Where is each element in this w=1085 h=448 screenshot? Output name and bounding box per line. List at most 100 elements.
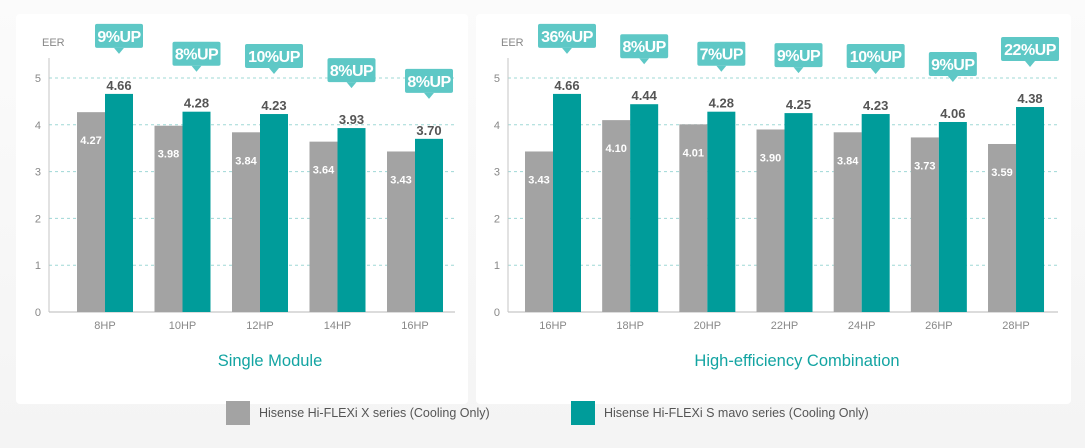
bar-x-series <box>988 143 1017 312</box>
y-tick-label: 5 <box>494 73 500 85</box>
x-tick-label: 24HP <box>848 320 876 332</box>
legend-swatch-x-series <box>226 401 250 425</box>
bar-s-mavo-series <box>707 111 736 312</box>
increase-badge-label: 36%UP <box>541 29 594 46</box>
increase-badge-pointer <box>947 75 958 82</box>
data-label-s-mavo-series: 4.23 <box>863 98 888 113</box>
y-tick-label: 1 <box>35 260 41 272</box>
data-label-s-mavo-series: 4.38 <box>1017 91 1042 106</box>
data-label-x-series: 3.84 <box>837 155 859 167</box>
bar-x-series <box>232 132 260 312</box>
bar-x-series <box>602 120 631 313</box>
data-label-x-series: 3.59 <box>991 167 1012 179</box>
x-tick-label: 16HP <box>539 320 567 332</box>
increase-badge-pointer <box>424 92 434 99</box>
increase-badge <box>327 58 376 83</box>
increase-badge-label: 8%UP <box>175 47 219 64</box>
y-tick-label: 4 <box>494 120 500 132</box>
bar-x-series <box>833 132 862 312</box>
legend: Hisense Hi-FLEXi X series (Cooling Only)… <box>0 398 1085 428</box>
data-label-x-series: 3.43 <box>390 174 411 186</box>
bar-s-mavo-series <box>337 128 366 312</box>
x-tick-label: 22HP <box>771 320 799 332</box>
increase-badge-pointer <box>716 65 727 72</box>
increase-badge <box>172 41 221 66</box>
x-tick-label: 8HP <box>94 320 115 332</box>
increase-badge <box>95 23 143 48</box>
bar-s-mavo-series <box>182 111 211 312</box>
legend-item-s-mavo-series: Hisense Hi-FLEXi S mavo series (Cooling … <box>571 398 869 428</box>
data-label-s-mavo-series: 4.44 <box>632 88 658 103</box>
x-tick-label: 10HP <box>169 320 197 332</box>
x-tick-label: 18HP <box>616 320 644 332</box>
legend-item-x-series: Hisense Hi-FLEXi X series (Cooling Only) <box>226 398 490 428</box>
data-label-x-series: 4.10 <box>605 143 626 155</box>
bar-s-mavo-series <box>938 121 967 312</box>
increase-badge-pointer <box>346 82 357 89</box>
bar-x-series <box>756 129 785 312</box>
bar-s-mavo-series <box>861 114 890 312</box>
increase-badge-pointer <box>191 65 202 72</box>
increase-badge-label: 8%UP <box>622 39 666 56</box>
bar-x-series <box>525 151 553 312</box>
bar-s-mavo-series <box>630 104 659 312</box>
y-tick-label: 4 <box>35 120 41 132</box>
bar-x-series <box>387 151 415 312</box>
legend-label-x-series: Hisense Hi-FLEXi X series (Cooling Only) <box>259 406 490 420</box>
y-axis-label: EER <box>501 37 524 49</box>
increase-badge <box>1001 37 1060 62</box>
y-tick-label: 2 <box>35 213 41 225</box>
increase-badge-label: 9%UP <box>931 57 975 74</box>
increase-badge-label: 8%UP <box>407 74 451 91</box>
data-label-s-mavo-series: 4.66 <box>106 78 131 93</box>
bar-s-mavo-series <box>105 93 133 312</box>
increase-badge <box>697 41 746 66</box>
y-tick-label: 5 <box>35 73 41 85</box>
bar-s-mavo-series <box>1016 107 1045 313</box>
increase-badge-label: 22%UP <box>1004 42 1057 59</box>
data-label-x-series: 3.73 <box>914 160 935 172</box>
bar-x-series <box>910 137 939 312</box>
bar-x-series <box>309 141 338 312</box>
data-label-x-series: 4.27 <box>80 135 101 147</box>
y-axis-label: EER <box>42 37 65 49</box>
data-label-x-series: 3.43 <box>528 174 549 186</box>
increase-badge <box>620 34 669 59</box>
increase-badge <box>928 51 977 76</box>
data-label-s-mavo-series: 4.28 <box>709 96 734 111</box>
increase-badge-label: 7%UP <box>700 47 744 64</box>
increase-badge-pointer <box>870 68 881 75</box>
y-tick-label: 2 <box>494 213 500 225</box>
bar-s-mavo-series <box>553 93 581 312</box>
y-tick-label: 0 <box>494 307 500 319</box>
data-label-s-mavo-series: 3.70 <box>416 123 441 138</box>
data-label-s-mavo-series: 4.28 <box>184 96 209 111</box>
increase-badge-label: 10%UP <box>850 49 903 66</box>
chart-title: High-efficiency Combination <box>694 352 899 370</box>
data-label-s-mavo-series: 4.06 <box>940 106 965 121</box>
x-tick-label: 14HP <box>324 320 352 332</box>
y-tick-label: 0 <box>35 307 41 319</box>
data-label-x-series: 3.84 <box>235 155 257 167</box>
increase-badge-label: 10%UP <box>248 49 301 66</box>
increase-badge-label: 9%UP <box>97 29 141 46</box>
x-tick-label: 28HP <box>1002 320 1030 332</box>
y-tick-label: 1 <box>494 260 500 272</box>
bar-s-mavo-series <box>260 114 288 312</box>
data-label-x-series: 4.01 <box>683 147 704 159</box>
x-tick-label: 16HP <box>401 320 429 332</box>
data-label-x-series: 3.98 <box>158 149 179 161</box>
x-tick-label: 26HP <box>925 320 953 332</box>
increase-badge <box>245 44 303 69</box>
data-label-s-mavo-series: 4.25 <box>786 97 811 112</box>
increase-badge-label: 8%UP <box>330 63 374 80</box>
y-tick-label: 3 <box>35 167 41 179</box>
data-label-s-mavo-series: 4.66 <box>554 78 579 93</box>
increase-badge-pointer <box>114 47 124 54</box>
increase-badge-pointer <box>639 58 650 65</box>
increase-badge-label: 9%UP <box>777 48 821 65</box>
data-label-x-series: 3.64 <box>313 165 335 177</box>
bar-s-mavo-series <box>415 138 443 312</box>
